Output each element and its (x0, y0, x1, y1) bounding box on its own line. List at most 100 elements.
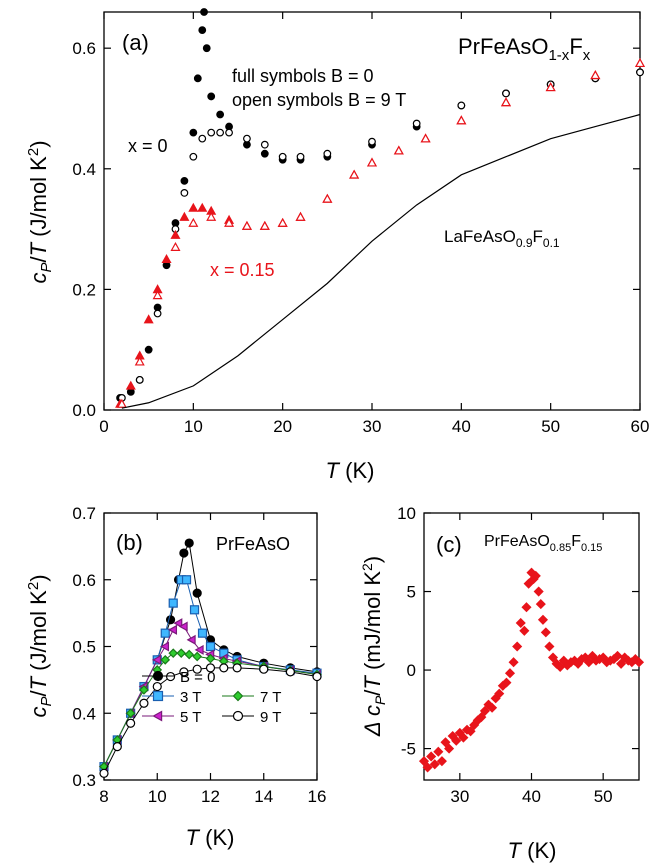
panel-a-point-s3 (634, 58, 646, 68)
panel-c-point (426, 751, 437, 762)
panel-b-point-s4 (205, 663, 216, 673)
panel-a-series (115, 8, 646, 409)
panel-b: 8 10 12 14 16 0.3 0.4 0.5 0.6 0.7 (b) PrFeAsO B =… (25, 504, 326, 850)
panel-a-ytick-label: 0.2 (72, 280, 96, 299)
panel-a-point-s3 (188, 217, 199, 227)
panel-c-ylabel: Δ cP/T (mJ/mol K2) (359, 556, 388, 737)
legend-entry-label: 3 T (180, 689, 201, 706)
legend-swatch-marker (232, 690, 244, 702)
panel-a-point-s1 (135, 375, 144, 384)
panel-a-point-s0 (207, 92, 216, 101)
legend-line-2: open symbols B = 9 T (232, 90, 406, 110)
panel-a-point-s1 (323, 149, 332, 158)
panel-a-point-s0 (189, 128, 198, 137)
panel-a-point-s0 (144, 345, 153, 354)
panel-b-ytick-label: 0.5 (72, 638, 96, 657)
panel-b-xtick-label: 16 (308, 787, 327, 806)
annotation-reference: LaFeAsO0.9F0.1 (444, 227, 560, 250)
legend-swatch-marker (232, 710, 244, 722)
panel-a-point-s3 (366, 157, 378, 167)
panel-a-point-s3 (500, 97, 512, 107)
panel-c-point (612, 650, 623, 661)
reference-curve-line (121, 113, 641, 409)
panel-c-point (501, 677, 512, 688)
panel-a-point-s3 (224, 217, 235, 227)
panel-a-xlabel: T (K) (326, 458, 375, 483)
panel-b-point-s4 (179, 667, 189, 677)
panel-b-point-s3 (184, 649, 195, 660)
panel-a-ytick-label: 0.4 (72, 160, 96, 179)
panel-b-point-s4 (312, 671, 322, 682)
panel-c-point (533, 586, 544, 597)
panel-c-point (422, 762, 433, 773)
panel-a-point-s2 (125, 380, 136, 390)
panel-a-point-s1 (216, 128, 225, 137)
panel-b-point-s4 (152, 681, 162, 692)
panel-a-ytick-label: 0.0 (72, 401, 96, 420)
panel-a-point-s0 (180, 176, 189, 185)
panel-c-point (451, 735, 462, 746)
panel-b-point-s2 (186, 634, 196, 645)
panel-a-point-s2 (143, 314, 154, 324)
panel-a-point-s1 (225, 128, 233, 137)
panel-c-point (544, 641, 555, 652)
panel-b-xlabel: T (K) (186, 825, 235, 850)
panel-b-point-s4 (126, 718, 136, 728)
panel-c-point (487, 702, 498, 713)
panel-b-point-s3 (176, 648, 187, 659)
annotation-x015: x = 0.15 (210, 260, 275, 280)
panel-a-point-s0 (198, 26, 207, 34)
panel-a-point-s3 (590, 70, 601, 80)
panel-c-xtick-label: 40 (522, 787, 541, 806)
panel-a-point-s1 (457, 101, 466, 110)
panel-b-ylabel: cP/T (J/mol K2) (25, 574, 55, 717)
panel-a-xtick-label: 40 (452, 417, 471, 436)
panel-b-point-s1 (168, 598, 178, 608)
panel-a-xtick-label: 30 (363, 417, 382, 436)
panel-b-point-s2 (173, 618, 183, 629)
legend-entry-label: B = 0 (180, 669, 215, 686)
panel-c-xtick-label: 30 (450, 787, 469, 806)
panel-b-point-s4 (232, 663, 242, 673)
panel-b-legend: B = 0 3 T 5 T 7 T 9 T (142, 669, 281, 726)
panel-c-point (530, 570, 541, 581)
panel-a-point-s2 (197, 202, 208, 212)
panel-c-point (540, 627, 551, 638)
panel-a-point-s3 (393, 145, 404, 155)
panel-a-point-s1 (278, 152, 287, 161)
panel-a-point-s3 (349, 169, 360, 179)
panel-a-point-s3 (134, 356, 145, 366)
panel-a-point-s2 (170, 229, 181, 239)
panel-a-point-s1 (243, 134, 251, 143)
legend-line-1: full symbols B = 0 (232, 66, 374, 86)
panel-a-point-s1 (198, 134, 207, 143)
panel-a-title: PrFeAsO1-xFx (458, 34, 591, 64)
panel-a: 0 10 20 30 40 50 60 0.0 0.2 0.4 0.6 (a) PrFeAsO1-x… (25, 8, 649, 483)
panel-c-point (508, 657, 519, 668)
panel-b-title: PrFeAsO (216, 534, 290, 554)
panel-a-ytick-label: 0.6 (72, 39, 96, 58)
panel-a-point-s3 (420, 133, 431, 143)
panel-c-point (512, 641, 523, 652)
panel-c-point (547, 652, 559, 663)
panel-b-point-s2 (194, 644, 204, 655)
panel-c-title: PrFeAsO0.85F0.15 (484, 533, 602, 554)
panel-c-ytick-label: 10 (397, 504, 416, 523)
panel-c-label: (c) (436, 532, 462, 557)
panel-c-ytick-label: 0 (407, 661, 416, 680)
panel-a-point-s3 (170, 241, 181, 251)
panel-a-point-s1 (180, 189, 189, 197)
panel-a-point-s1 (296, 152, 305, 161)
panel-c-xtick-label: 50 (594, 787, 613, 806)
panel-b-point-s4 (285, 667, 295, 677)
panel-b-ytick-label: 0.4 (72, 704, 96, 723)
panel-b-point-s1 (160, 628, 170, 638)
panel-c-ticks: 30 40 50 -5 0 5 10 (397, 504, 639, 806)
panel-c-point (535, 599, 546, 610)
panel-c-point (444, 743, 455, 754)
panel-a-point-s3 (206, 211, 217, 221)
panel-b-point-s2 (160, 641, 170, 652)
panel-c-point (537, 614, 549, 625)
panel-a-point-s0 (216, 110, 225, 119)
panel-b-xtick-label: 8 (99, 787, 108, 806)
